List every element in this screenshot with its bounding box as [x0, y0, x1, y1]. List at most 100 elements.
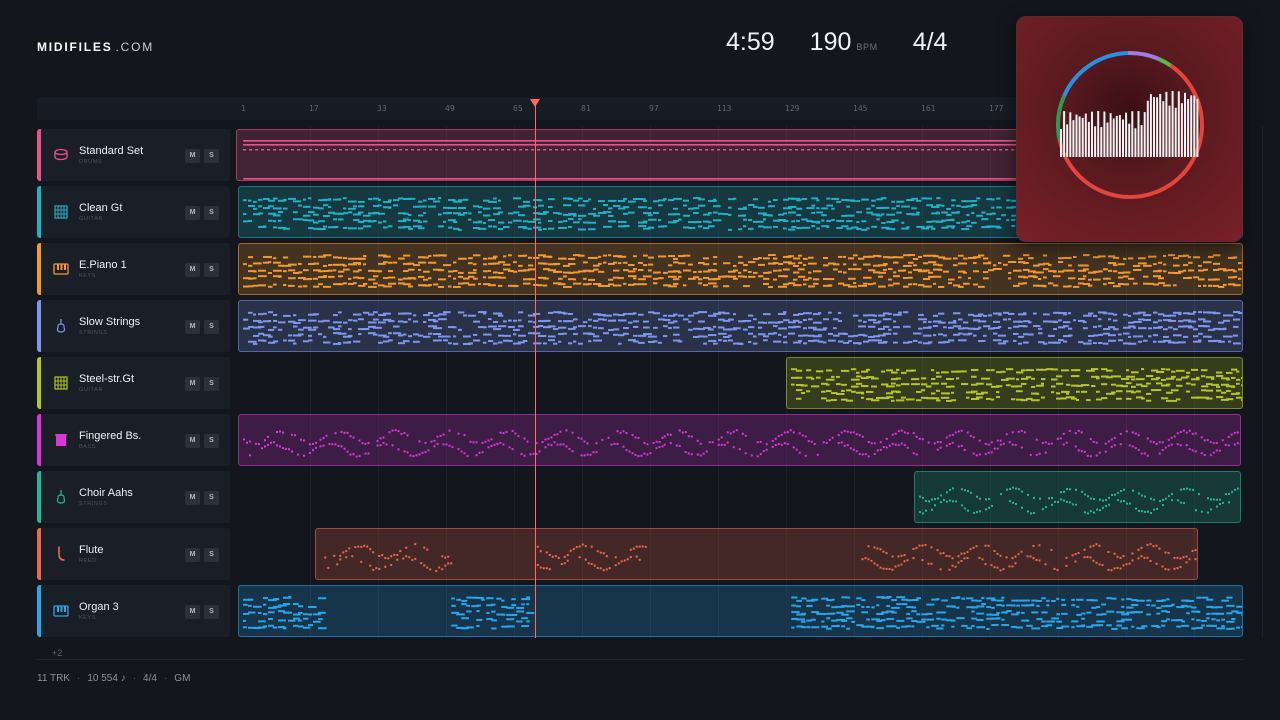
waveform-bar [1125, 112, 1128, 157]
track-header[interactable]: Slow Strings STRINGS M S [37, 300, 230, 352]
waveform-bar [1190, 95, 1193, 157]
reed-icon [53, 546, 69, 562]
waveform-ring-visualizer [1056, 51, 1204, 199]
waveform-bar [1143, 112, 1146, 157]
solo-button[interactable]: S [204, 605, 219, 619]
waveform-bar [1146, 100, 1149, 157]
solo-button[interactable]: S [204, 320, 219, 334]
bar-gridline [718, 126, 719, 638]
track-header[interactable]: Choir Aahs STRINGS M S [37, 471, 230, 523]
solo-button[interactable]: S [204, 149, 219, 163]
waveform-bar [1103, 111, 1106, 157]
track-name: Organ 3 [79, 601, 119, 613]
bar-gridline [1126, 126, 1127, 638]
mute-button[interactable]: M [185, 206, 200, 220]
bar-gridline [582, 126, 583, 638]
track-name: Clean Gt [79, 202, 123, 214]
bar-gridline [446, 126, 447, 638]
waveform-bar [1109, 113, 1112, 157]
track-header[interactable]: Fingered Bs. BASS M S [37, 414, 230, 466]
mute-button[interactable]: M [185, 434, 200, 448]
piano-keys-icon [53, 603, 69, 619]
waveform-bar [1174, 107, 1177, 157]
mute-button[interactable]: M [185, 320, 200, 334]
separator: · [76, 673, 81, 684]
ruler-tick: 81 [581, 104, 591, 113]
midi-clip[interactable] [238, 414, 1241, 466]
visualizer-ring-segment [1157, 57, 1172, 68]
mute-button[interactable]: M [185, 377, 200, 391]
track-color-stripe [37, 414, 41, 466]
solo-button[interactable]: S [204, 377, 219, 391]
playhead[interactable] [535, 103, 537, 638]
visualizer-ring-segment [1062, 51, 1129, 98]
waveform-bar [1187, 99, 1190, 157]
tempo-readout: 190 [809, 28, 852, 56]
guitar-fretboard-icon [53, 204, 69, 220]
solo-button[interactable]: S [204, 263, 219, 277]
solo-button[interactable]: S [204, 491, 219, 505]
track-header[interactable]: Organ 3 KEYS M S [37, 585, 230, 637]
bar-ruler[interactable]: 1 17 33 49 65 81 97 113 129 145 161 177 [37, 97, 1243, 120]
midi-clip[interactable] [238, 300, 1243, 352]
mute-button[interactable]: M [185, 491, 200, 505]
mute-button[interactable]: M [185, 605, 200, 619]
midi-clip[interactable] [913, 471, 1241, 523]
bass-amp-icon [53, 432, 69, 448]
solo-button[interactable]: S [204, 548, 219, 562]
track-category: STRINGS [79, 330, 108, 336]
ruler-tick: 49 [445, 104, 455, 113]
track-header[interactable]: Standard Set DRUMS M S [37, 129, 230, 181]
more-tracks-indicator[interactable]: +2 [52, 648, 63, 658]
track-name: Flute [79, 544, 104, 556]
album-art-visualizer [1016, 16, 1243, 242]
track-category: GUITAR [79, 387, 103, 393]
track-header[interactable]: Flute REED M S [37, 528, 230, 580]
bar-gridline [922, 126, 923, 638]
waveform-bar [1066, 124, 1069, 157]
waveform-bar [1171, 91, 1174, 157]
midi-clip[interactable] [238, 585, 1243, 637]
solo-button[interactable]: S [204, 206, 219, 220]
midi-clip[interactable] [238, 243, 1243, 295]
ruler-tick: 177 [989, 104, 1004, 113]
guitar-fretboard-icon [53, 375, 69, 391]
track-color-stripe [37, 528, 41, 580]
waveform-bar [1122, 119, 1124, 157]
ruler-tick: 129 [785, 104, 800, 113]
track-header[interactable]: Steel-str.Gt GUITAR M S [37, 357, 230, 409]
arrangement-lanes [237, 126, 1263, 638]
waveform-bar [1060, 129, 1062, 157]
track-color-stripe [37, 585, 41, 637]
mute-button[interactable]: M [185, 548, 200, 562]
time-signature-readout: 4/4 [912, 28, 948, 56]
midi-clip[interactable] [314, 528, 1199, 580]
waveform-bar [1106, 122, 1109, 157]
track-name: Steel-str.Gt [79, 373, 135, 385]
bar-gridline [854, 126, 855, 638]
note-pattern [918, 486, 1239, 515]
visualizer-ring-segment [1056, 95, 1066, 141]
track-color-stripe [37, 357, 41, 409]
waveform-bar [1097, 111, 1100, 157]
track-color-stripe [37, 243, 41, 295]
waveform-bar [1165, 91, 1168, 157]
ruler-tick: 1 [241, 104, 246, 113]
file-summary: 11 TRK · 10 554 ♪ · 4/4 · GM [37, 673, 190, 684]
track-header[interactable]: Clean Gt GUITAR M S [37, 186, 230, 238]
track-category: BASS [79, 444, 97, 450]
track-category: STRINGS [79, 501, 108, 507]
solo-button[interactable]: S [204, 434, 219, 448]
track-header[interactable]: E.Piano 1 KEYS M S [37, 243, 230, 295]
waveform-bar [1075, 114, 1078, 157]
track-category: KEYS [79, 615, 97, 621]
visualizer-ring-segment [1127, 51, 1160, 61]
midi-clip[interactable] [786, 357, 1243, 409]
waveform-bar [1112, 118, 1115, 157]
waveform-bar [1162, 101, 1165, 157]
bar-gridline [310, 126, 311, 638]
waveform-bar [1140, 125, 1143, 157]
visualizer-ring-segment [1057, 63, 1204, 199]
mute-button[interactable]: M [185, 149, 200, 163]
mute-button[interactable]: M [185, 263, 200, 277]
